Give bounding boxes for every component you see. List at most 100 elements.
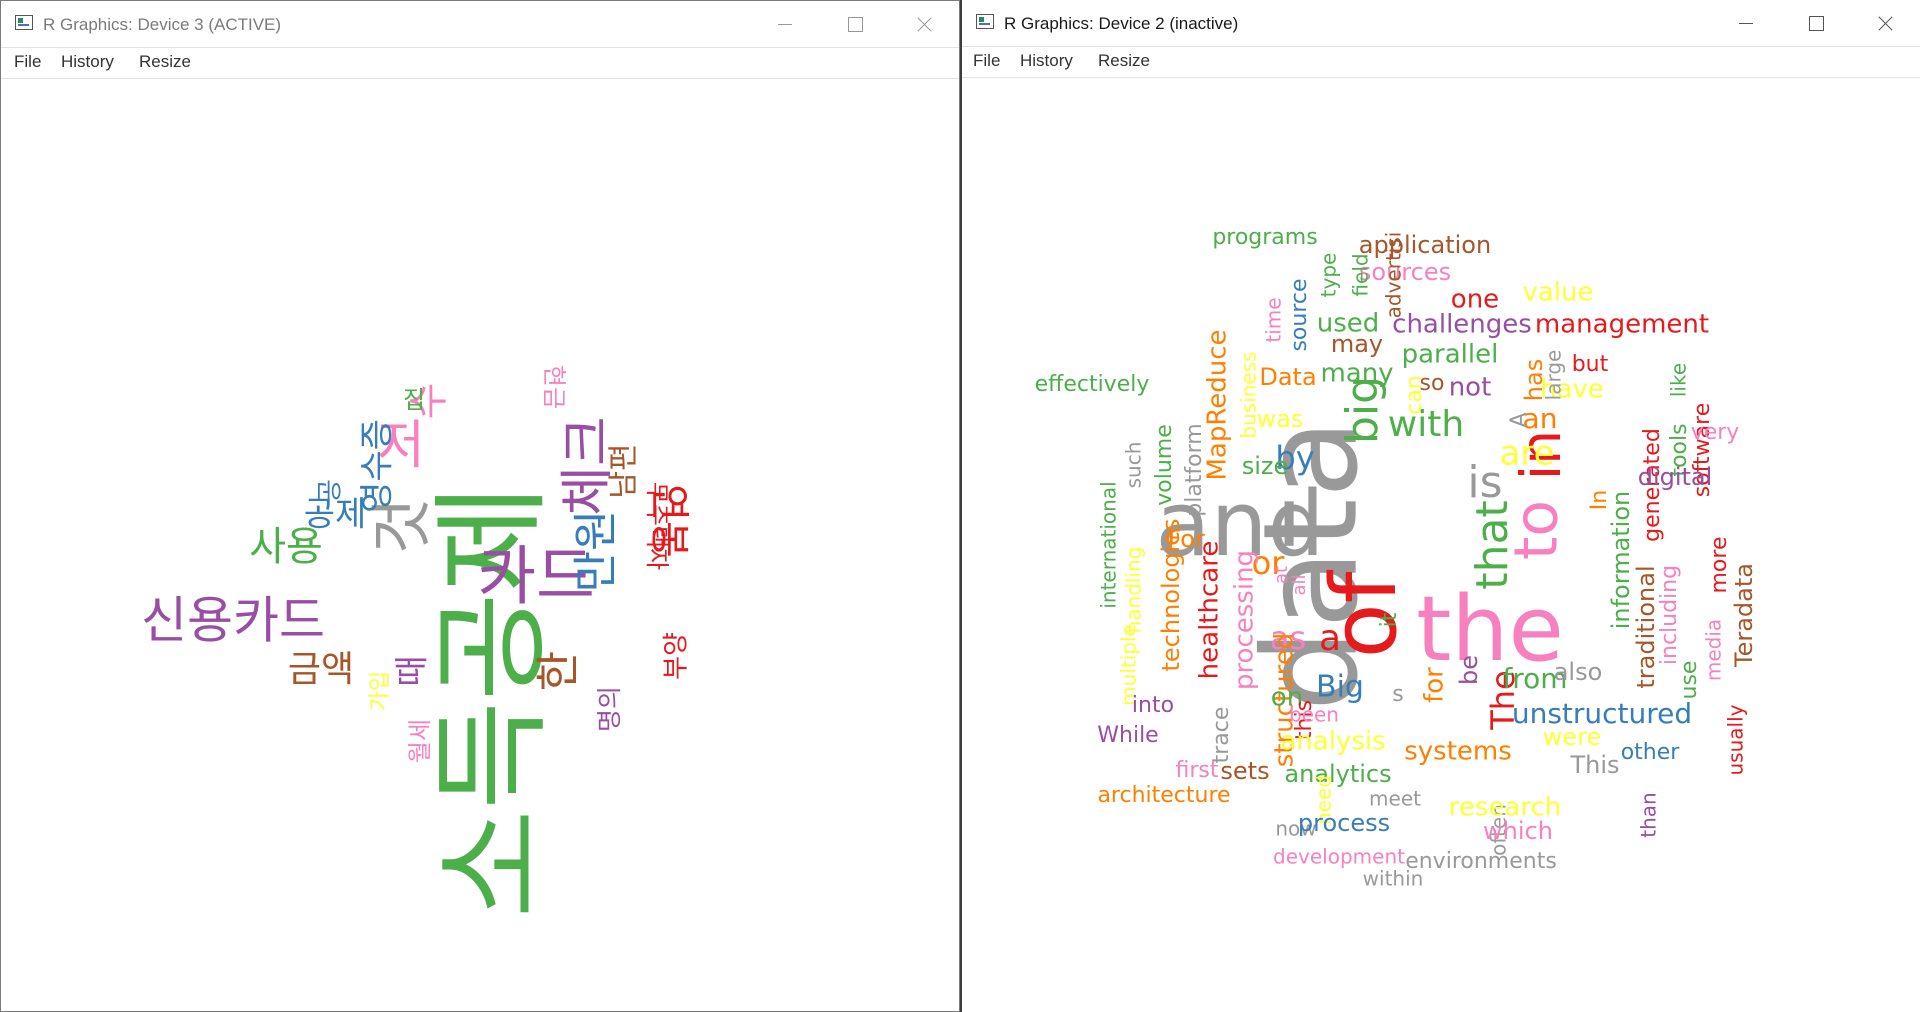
cloud-word: with	[1388, 404, 1464, 445]
close-icon[interactable]	[1850, 0, 1920, 46]
cloud-word: more	[1707, 537, 1732, 594]
cloud-word: platform	[1182, 423, 1207, 516]
cloud-word: structured	[1270, 633, 1300, 768]
cloud-word: need	[1312, 775, 1336, 825]
cloud-word: 무주택자	[643, 482, 671, 570]
cloud-word: has	[1520, 359, 1548, 401]
cloud-word: 집	[403, 386, 425, 414]
cloud-word: programs	[1212, 225, 1317, 250]
menu-history[interactable]: History	[1020, 51, 1073, 70]
window-titlebar[interactable]: R Graphics: Device 2 (inactive)	[962, 0, 1920, 46]
cloud-word: handling	[1122, 547, 1146, 634]
cloud-word: Big	[1316, 670, 1364, 705]
cloud-word: value	[1522, 278, 1593, 308]
cloud-word: In	[1587, 490, 1612, 510]
cloud-word: now	[1275, 817, 1316, 841]
cloud-word: have	[1540, 375, 1604, 405]
cloud-word: it	[1377, 612, 1402, 627]
cloud-word: process	[1298, 809, 1390, 837]
cloud-word: application	[1359, 231, 1491, 259]
cloud-word: large	[1542, 350, 1566, 401]
menu-bar: File History Resize	[1, 47, 959, 79]
maximize-icon[interactable]	[1780, 0, 1850, 46]
cloud-word: within	[1363, 867, 1424, 891]
cloud-word: sets	[1220, 757, 1269, 785]
cloud-word: multiple	[1117, 624, 1141, 706]
cloud-word: of	[1312, 569, 1417, 658]
cloud-word: may	[1331, 330, 1383, 358]
cloud-word: 체크	[556, 416, 619, 515]
maximize-icon[interactable]	[819, 1, 889, 47]
cloud-word: generated	[1640, 428, 1665, 542]
cloud-word: all	[1289, 574, 1310, 595]
r-graphics-window-device-2: R Graphics: Device 2 (inactive) File His…	[960, 0, 1920, 1012]
cloud-word: often	[1487, 804, 1511, 856]
window-titlebar[interactable]: R Graphics: Device 3 (ACTIVE)	[1, 1, 959, 47]
cloud-word: also	[1554, 658, 1603, 686]
cloud-word: by	[1275, 439, 1314, 477]
cloud-word: a	[1319, 618, 1341, 659]
r-graphics-app-icon	[15, 15, 33, 30]
cloud-word: 영수증	[358, 419, 398, 513]
menu-history[interactable]: History	[61, 52, 114, 71]
cloud-word: MapReduce	[1203, 329, 1233, 480]
cloud-word: one	[1451, 285, 1499, 315]
cloud-word: tools	[1667, 423, 1692, 476]
cloud-word: was	[1257, 405, 1304, 433]
plot-area-english-wordcloud: data and the of to in that big is a as with are by or B…	[962, 78, 1920, 1012]
cloud-word: 금액	[288, 649, 354, 690]
cloud-word: A	[1507, 412, 1532, 427]
cloud-word: architecture	[1097, 783, 1230, 808]
cloud-word: business	[1237, 351, 1261, 438]
cloud-word: media	[1702, 619, 1726, 681]
minimize-icon[interactable]	[749, 1, 819, 47]
cloud-word: including	[1657, 565, 1682, 665]
cloud-word: can	[1402, 375, 1427, 415]
cloud-word: challenges	[1392, 310, 1532, 340]
cloud-word: the	[1416, 577, 1564, 682]
cloud-word: as	[1270, 619, 1306, 657]
cloud-word: sources	[1359, 258, 1451, 286]
cloud-word: that	[1467, 500, 1518, 589]
r-graphics-window-device-3: R Graphics: Device 3 (ACTIVE) File Histo…	[0, 0, 960, 1012]
cloud-word: 것	[365, 497, 438, 554]
cloud-word: such	[1122, 442, 1146, 489]
cloud-word: not	[1449, 373, 1492, 403]
cloud-word: processing	[1230, 550, 1260, 690]
menu-resize[interactable]: Resize	[1098, 51, 1150, 70]
cloud-word: 명의	[595, 686, 624, 732]
cloud-word: healthcare	[1195, 541, 1225, 680]
cloud-word: advertisi	[1382, 232, 1406, 319]
cloud-word: many	[1320, 359, 1393, 389]
cloud-word: analysis	[1280, 727, 1385, 757]
menu-bar: File History Resize	[962, 46, 1920, 78]
menu-resize[interactable]: Resize	[139, 52, 191, 71]
close-icon[interactable]	[889, 1, 959, 47]
minimize-icon[interactable]	[1710, 0, 1780, 46]
menu-file[interactable]: File	[973, 51, 1001, 70]
cloud-word: other	[1621, 740, 1681, 765]
cloud-word: size	[1242, 452, 1289, 480]
cloud-word: use	[1677, 661, 1702, 700]
cloud-word: 공제	[304, 495, 367, 535]
cloud-word: This	[1569, 751, 1619, 779]
cloud-word: used	[1317, 309, 1380, 339]
cloud-word: field	[1349, 253, 1373, 296]
cloud-word: usually	[1724, 704, 1748, 775]
cloud-word: Data	[1259, 363, 1316, 391]
menu-file[interactable]: File	[14, 52, 42, 71]
cloud-word: 한	[533, 651, 584, 691]
cloud-word: into	[1132, 693, 1174, 718]
cloud-word: 저	[377, 416, 425, 476]
cloud-word: systems	[1404, 737, 1512, 767]
cloud-word: for	[1420, 667, 1450, 703]
cloud-word: 수	[406, 383, 452, 420]
cloud-word: 현금	[540, 365, 568, 409]
cloud-word: While	[1097, 723, 1158, 748]
cloud-word: from	[1502, 662, 1567, 695]
cloud-word: data	[1235, 419, 1387, 712]
cloud-word: and	[1155, 472, 1324, 577]
cloud-word: technologies	[1157, 519, 1185, 672]
window-title: R Graphics: Device 2 (inactive)	[1004, 14, 1239, 33]
cloud-word: but	[1572, 352, 1609, 377]
